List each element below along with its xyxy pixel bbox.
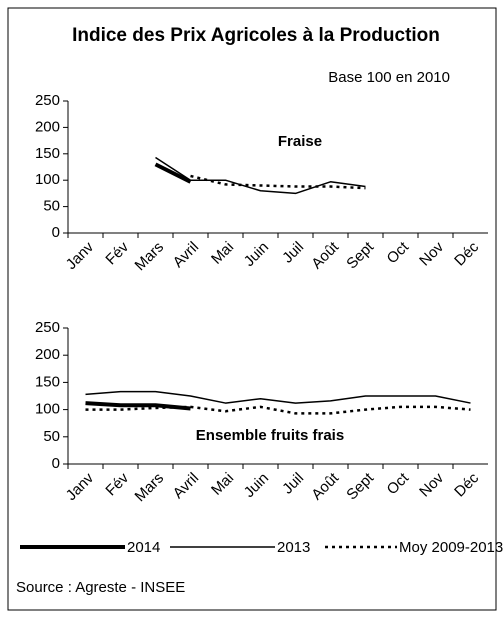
y-tick-label: 100 [35,401,60,418]
x-tick-label: Déc [451,469,482,500]
x-tick-label: Juin [241,470,272,501]
x-tick-label: Nov [416,469,447,500]
x-tick-label: Mai [208,470,237,499]
y-tick-label: 200 [35,346,60,363]
y-tick-label: 50 [43,198,60,215]
legend-label: 2014 [127,539,160,556]
legend-label: Moy 2009-2013 [399,539,503,556]
series-line [190,174,366,190]
series-line [85,390,471,404]
subtitle: Base 100 en 2010 [328,69,450,86]
x-tick-label: Fév [102,469,132,499]
x-tick-label: Mars [132,239,168,275]
chart-title: Fraise [278,133,322,150]
x-tick-label: Juin [241,239,272,270]
x-tick-label: Avril [170,239,202,271]
x-tick-label: Déc [451,238,482,269]
x-tick-label: Mai [208,239,237,268]
x-tick-label: Sept [343,238,377,272]
source: Source : Agreste - INSEE [16,579,185,596]
frame [7,7,497,611]
series-line [85,401,191,411]
x-tick-label: Août [308,238,342,272]
x-tick-label: Janv [63,469,98,504]
y-tick-label: 0 [52,455,60,472]
y-tick-label: 250 [35,92,60,109]
legend-label: 2013 [277,539,310,556]
x-tick-label: Sept [343,469,377,503]
series-line [85,405,471,415]
x-tick-label: Août [308,469,342,503]
y-tick-label: 150 [35,145,60,162]
y-tick-label: 150 [35,373,60,390]
x-tick-label: Mars [132,470,168,506]
chart-title: Ensemble fruits frais [196,427,344,444]
y-tick-label: 200 [35,118,60,135]
x-tick-label: Avril [170,470,202,502]
x-tick-label: Fév [102,238,132,268]
y-tick-label: 250 [35,319,60,336]
y-tick-label: 50 [43,428,60,445]
x-tick-label: Oct [384,469,413,498]
series-line [154,162,192,184]
y-tick-label: 0 [52,224,60,241]
x-tick-label: Nov [416,238,447,269]
y-tick-label: 100 [35,171,60,188]
series-line [155,156,366,195]
page-title: Indice des Prix Agricoles à la Productio… [72,25,440,46]
x-tick-label: Janv [63,238,98,273]
x-tick-label: Oct [384,238,413,267]
x-tick-label: Juil [279,470,307,498]
x-tick-label: Juil [279,239,307,267]
